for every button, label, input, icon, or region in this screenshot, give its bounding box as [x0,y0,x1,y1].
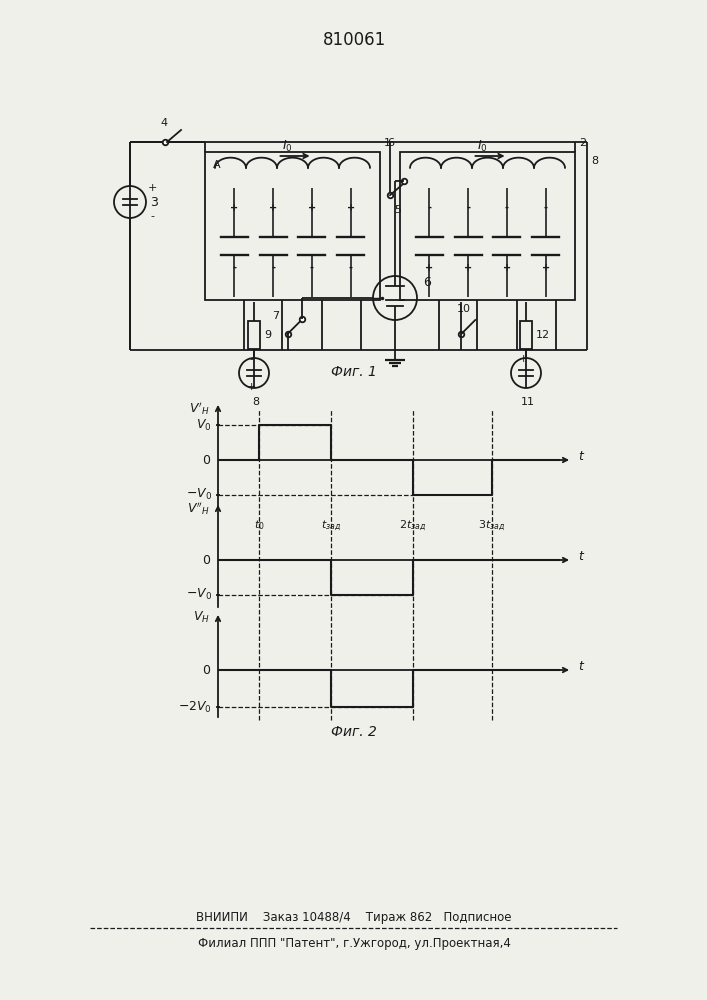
Text: +: + [464,263,472,273]
Bar [248,321,260,349]
Text: 2: 2 [579,138,586,148]
Text: +: + [426,263,433,273]
Text: +: + [308,203,316,213]
Text: -: - [310,263,314,273]
Text: $I_0$: $I_0$ [477,138,488,154]
Text: $-V_0$: $-V_0$ [186,587,212,602]
Text: $-V_0$: $-V_0$ [186,487,212,502]
Text: $t_0$: $t_0$ [254,518,264,532]
Text: $V_0$: $V_0$ [197,418,212,433]
Text: -: - [150,211,154,221]
Text: $t_{зад}$: $t_{зад}$ [321,518,341,533]
Text: -: - [271,263,275,273]
Text: -: - [349,263,353,273]
Text: +: + [542,263,549,273]
Text: 6: 6 [423,275,431,288]
Text: -: - [521,382,525,392]
Text: 5: 5 [394,205,401,215]
Text: A: A [213,160,221,170]
Text: 8: 8 [591,156,598,166]
Text: -: - [505,203,509,213]
Text: 9: 9 [264,330,271,340]
Text: -: - [249,354,253,364]
Text: -: - [466,203,470,213]
Bar [400,152,575,300]
Text: +: + [230,203,238,213]
Text: $V''_{H}$: $V''_{H}$ [187,500,210,517]
Text: +: + [246,382,256,392]
Text: $3t_{зад}$: $3t_{зад}$ [478,518,506,533]
Text: 8: 8 [252,397,259,407]
Text: 0: 0 [202,454,210,466]
Text: $V'_{H}$: $V'_{H}$ [189,400,210,417]
Text: 12: 12 [536,330,550,340]
Text: t: t [578,660,583,674]
Text: +: + [346,203,355,213]
Text: +: + [269,203,277,213]
Text: $2t_{зад}$: $2t_{зад}$ [399,518,426,533]
Text: 3: 3 [150,196,158,209]
Bar [205,152,380,300]
Text: -: - [233,263,236,273]
Text: Фиг. 2: Фиг. 2 [331,725,377,739]
Text: t: t [578,550,583,564]
Text: $V_{H}$: $V_{H}$ [193,610,210,625]
Text: 6: 6 [387,138,394,148]
Text: +: + [503,263,511,273]
Text: -: - [544,203,548,213]
Text: Фиг. 1: Фиг. 1 [331,365,377,379]
Text: t: t [578,450,583,464]
Text: +: + [147,183,157,193]
Text: 7: 7 [272,311,279,321]
Text: $I_0$: $I_0$ [282,138,293,154]
Text: +: + [518,354,527,364]
Text: $-2V_0$: $-2V_0$ [178,700,212,715]
Text: ВНИИПИ    Заказ 10488/4    Тираж 862   Подписное: ВНИИПИ Заказ 10488/4 Тираж 862 Подписное [197,912,512,924]
Text: 810061: 810061 [322,31,385,49]
Text: 10: 10 [457,304,472,314]
Text: 0: 0 [202,554,210,566]
Text: -: - [427,203,431,213]
Text: Филиал ППП "Патент", г.Ужгород, ул.Проектная,4: Филиал ППП "Патент", г.Ужгород, ул.Проек… [197,936,510,950]
Text: 1: 1 [384,138,391,148]
Text: 4: 4 [160,118,167,128]
Text: 0: 0 [202,664,210,676]
Text: 11: 11 [521,397,535,407]
Bar [520,321,532,349]
